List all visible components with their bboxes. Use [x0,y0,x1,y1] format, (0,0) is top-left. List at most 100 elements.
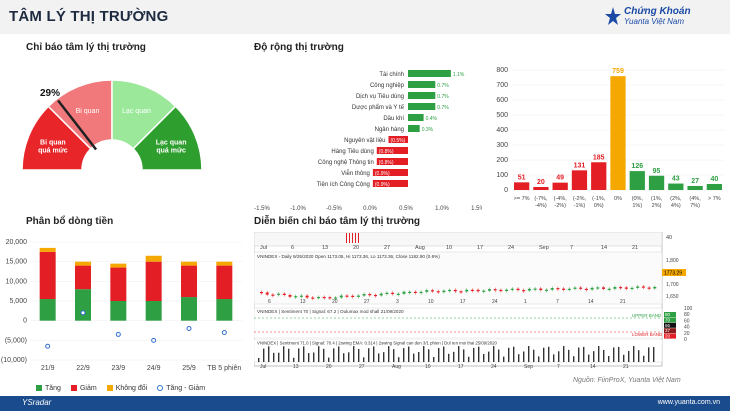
signal-bar [398,357,400,362]
sector-category-label: Tiện ích Công Cộng [317,182,370,188]
bottom-date-label: 13 [293,364,299,370]
signal-bar [373,346,375,362]
cash-net-point [151,337,157,343]
sector-data-label: (0.5%) [391,138,406,144]
sector-data-label: (0.9%) [375,182,390,188]
bottom-date-label: 7 [557,364,560,370]
signal-bar [633,346,635,362]
dist-xtick: (2%, [670,196,682,202]
cash-bar-Tăng [216,299,233,321]
signal-bar [613,347,615,362]
candle [362,294,366,296]
signal-bar [343,353,345,362]
candle [453,289,457,292]
dist-data-label: 95 [653,168,661,175]
price-date-label: 24 [492,299,498,305]
dist-bar [571,170,588,190]
signal-header-bg [254,340,662,346]
signal-bar [528,346,530,362]
candle [436,291,440,293]
candle [527,288,531,291]
signal-bar [328,357,330,362]
candle [624,287,628,289]
gauge-value-label: 29% [40,88,61,99]
top-date-label: 7 [570,245,573,251]
brand-logo[interactable]: Chứng Khoán Yuanta Việt Nam [604,6,728,32]
signal-bar [368,348,370,362]
candle [630,287,634,290]
candle [539,288,543,291]
sector-category-label: Viễn thông [341,170,370,177]
dist-xtick: (-2%, [573,196,587,202]
signal-bar [538,356,540,362]
sector-data-label: 0.4% [426,116,438,122]
top-strip-mark [355,233,356,243]
sector-bar [372,180,408,187]
dist-bar [533,187,549,190]
sector-xtick: 1.0% [435,206,449,212]
sector-data-label: (0.8%) [379,160,394,166]
footer-brand: YSradar [22,398,52,407]
lower-band-label: LOWER BAND [632,332,663,337]
signal-bar [333,348,335,362]
cash-net-point [80,310,86,316]
top-date-label: 24 [508,245,514,251]
candle [482,290,486,292]
dist-bar [668,183,684,190]
sentiment-badge [664,333,676,339]
signal-bar [348,352,350,362]
dist-xtick: 0%) [594,203,604,209]
cash-ytick: 10,000 [6,278,28,285]
sentiment-badge-label: 70 [665,317,671,322]
cash-ytick: 0 [23,318,27,325]
candle [470,289,474,292]
top-date-label: 14 [601,245,607,251]
signal-bar [403,348,405,362]
sentiment-badge [664,317,676,323]
candle [579,287,583,289]
dist-data-label: 27 [691,178,699,185]
cash-ytick: 15,000 [6,259,28,266]
cash-ytick: 20,000 [6,239,28,246]
dist-bar [591,162,607,190]
sector-category-label: Hàng Tiêu dùng [331,149,373,155]
legend-label: Giảm [79,384,97,392]
signal-bar [458,346,460,362]
candle [488,289,491,291]
candle [505,289,509,292]
dist-data-label: 759 [612,68,624,75]
cash-xtick: TB 5 phiên [207,365,241,372]
sector-xtick: 0.5% [399,206,413,212]
signal-bar [648,347,650,362]
cash-bar-Tăng [145,301,162,321]
legend-item: Tăng - Giảm [157,383,205,393]
signal-bar [518,354,520,362]
footer-url[interactable]: www.yuanta.com.vn [657,399,720,406]
candle [425,290,429,292]
cash-ytick: (5,000) [5,337,27,344]
candle [265,292,269,295]
price-date-label: 20 [332,299,338,305]
gauge-zone-label: quá mức [156,148,186,155]
sentiment-badge-label: 37 [665,328,671,333]
bottom-date-label: 10 [425,364,431,370]
signal-bar [283,346,285,362]
sentiment-badge-label: 20 [665,334,671,339]
dist-ytick: 500 [496,112,508,119]
logo-line1: Chứng Khoán [624,6,691,17]
cash-bar-Không đổi [145,255,162,262]
dist-bar [687,185,703,190]
candle [584,288,588,291]
legend-item: Không đổi [106,383,147,393]
sentiment-axis-label: 0 [684,337,687,343]
dist-xtick: -2%) [554,203,566,209]
sentiment-badge [664,312,676,317]
cash-bar-Không đổi [39,247,56,252]
signal-bar [608,355,610,362]
candle [277,293,281,295]
dist-xtick: -1%) [574,203,586,209]
signal-bar [443,346,445,362]
gauge-zone-label: Bi quan [40,140,66,147]
sector-bar [408,114,424,121]
